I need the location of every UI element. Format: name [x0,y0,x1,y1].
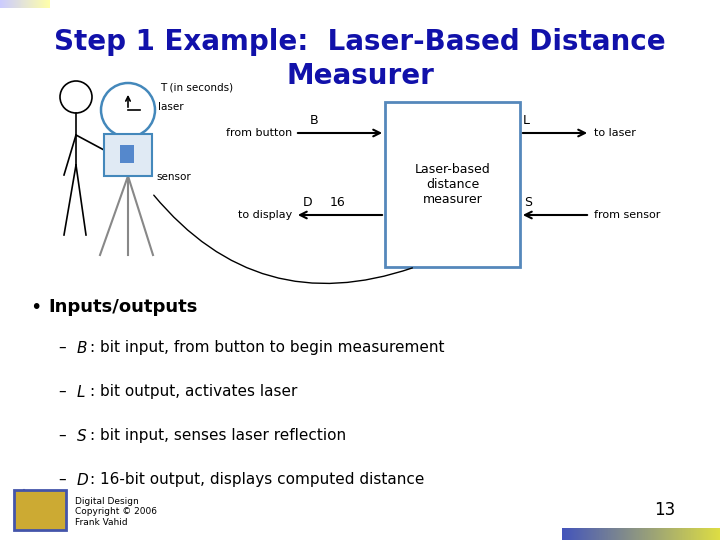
Text: •: • [30,298,41,317]
Text: L: L [523,114,530,127]
Text: Step 1 Example:  Laser-Based Distance: Step 1 Example: Laser-Based Distance [54,28,666,56]
Bar [14,490,66,530]
Text: $\it{D}$: $\it{D}$ [76,472,89,488]
Text: Measurer: Measurer [286,62,434,90]
Text: : bit output, activates laser: : bit output, activates laser [90,384,297,399]
Bar [385,102,520,267]
Text: : bit input, senses laser reflection: : bit input, senses laser reflection [90,428,346,443]
Text: S: S [524,196,532,209]
Text: sensor: sensor [156,172,191,182]
Text: to laser: to laser [594,128,636,138]
Text: : 16-bit output, displays computed distance: : 16-bit output, displays computed dista… [90,472,424,487]
Text: : bit input, from button to begin measurement: : bit input, from button to begin measur… [90,340,444,355]
Bar [104,134,152,176]
Text: –: – [58,428,66,443]
Text: –: – [58,384,66,399]
Text: D: D [303,196,312,209]
Text: 16: 16 [330,196,346,209]
Text: to display: to display [238,210,292,220]
Text: from sensor: from sensor [594,210,660,220]
Text: 13: 13 [654,501,675,519]
Text: B: B [310,114,319,127]
Text: Inputs/outputs: Inputs/outputs [48,298,197,316]
Text: –: – [58,472,66,487]
Text: laser: laser [158,102,184,112]
Text: from button: from button [226,128,292,138]
Text: Laser-based
distance
measurer: Laser-based distance measurer [415,163,490,206]
Text: $\it{S}$: $\it{S}$ [76,428,87,444]
Text: $\it{B}$: $\it{B}$ [76,340,88,356]
Text: –: – [58,340,66,355]
Text: $\it{L}$: $\it{L}$ [76,384,86,400]
Text: Digital Design
Copyright © 2006
Frank Vahid: Digital Design Copyright © 2006 Frank Va… [75,497,157,527]
Bar [120,145,134,163]
Text: T (in seconds): T (in seconds) [160,82,233,92]
